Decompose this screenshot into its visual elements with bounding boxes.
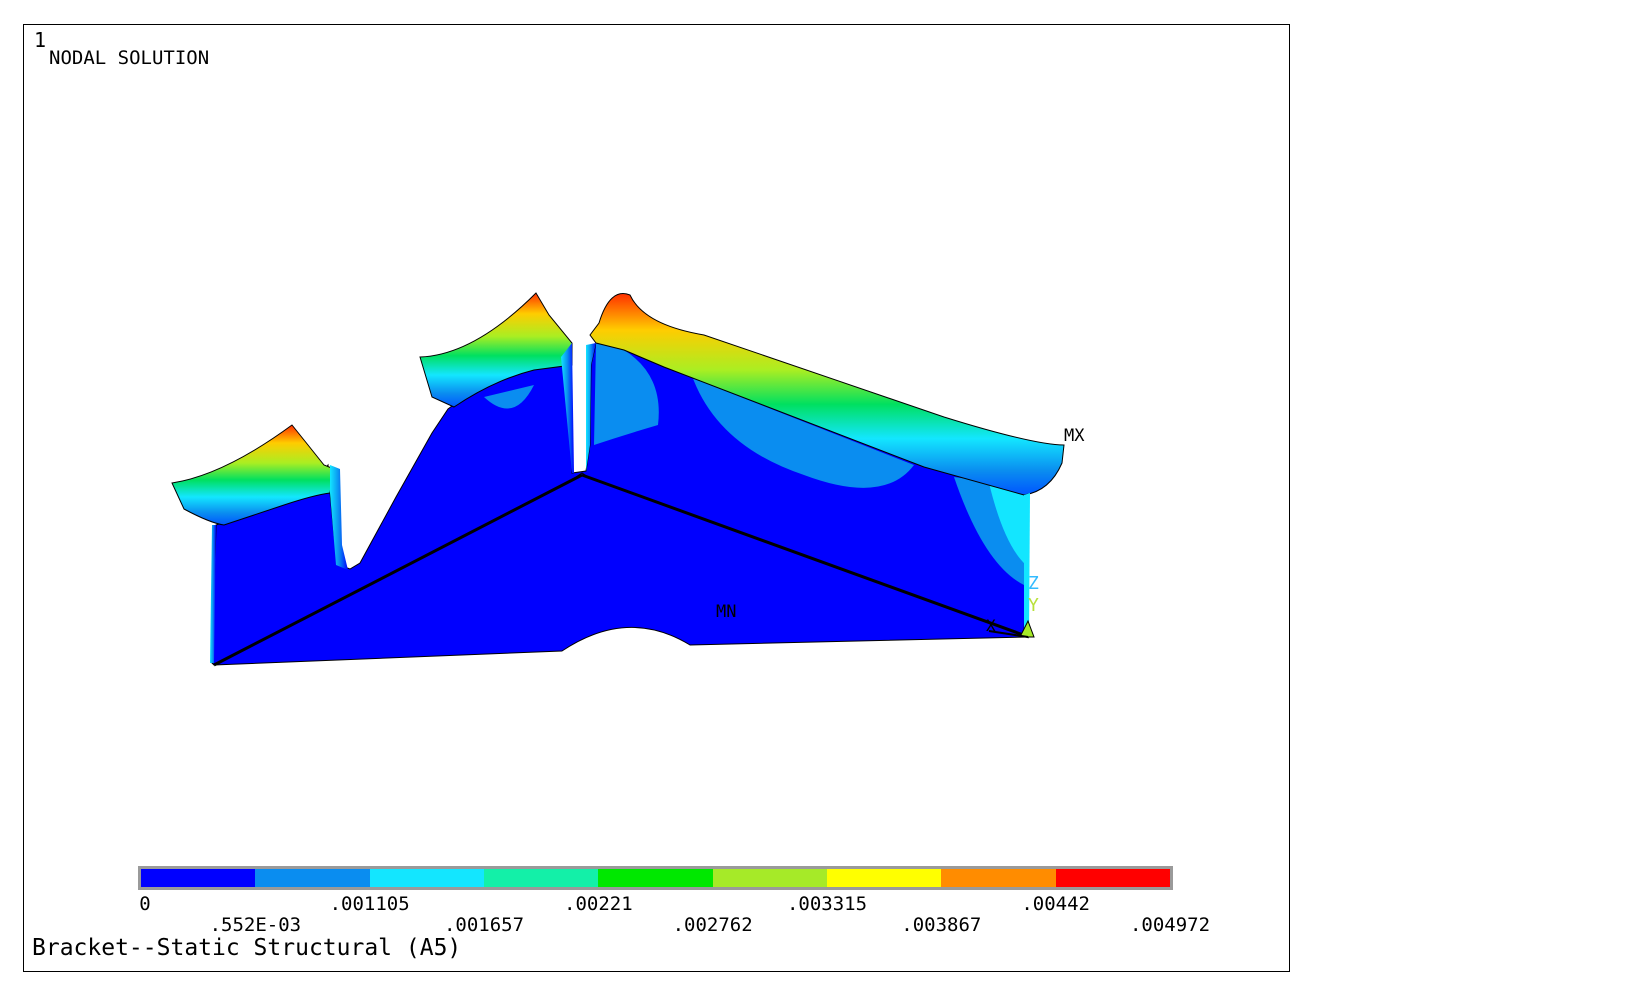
legend-value-lower: .004972 <box>1129 914 1211 936</box>
legend-swatch <box>1055 869 1170 887</box>
triad-x-axis <box>988 630 1029 638</box>
legend-value-lower: .001657 <box>443 914 525 936</box>
legend-swatch <box>255 869 370 887</box>
legend-value-upper: .001105 <box>329 893 410 915</box>
wall-slot-left <box>330 465 348 570</box>
contour-region-e <box>484 385 534 409</box>
contour-legend-bar <box>138 866 1173 890</box>
legend-value-upper: .003315 <box>786 893 868 915</box>
legend-value-upper: 0 <box>139 893 151 915</box>
legend-swatch <box>141 869 256 887</box>
max-label: MX <box>1064 426 1085 446</box>
legend-swatch <box>598 869 713 887</box>
legend-value-upper: .00442 <box>1021 893 1090 915</box>
rib-edge-right <box>581 473 1030 639</box>
legend-value-upper: .00221 <box>564 893 633 915</box>
plot-title: NODAL SOLUTION <box>49 47 210 69</box>
legend-swatch <box>483 869 599 887</box>
legend-swatch <box>712 869 827 887</box>
legend-value-lower: .003867 <box>901 914 982 936</box>
rim-right <box>589 293 1065 496</box>
window-number: 1 <box>34 28 47 52</box>
rib-edge-left <box>213 473 583 667</box>
rim-left <box>171 424 335 526</box>
legend-swatch <box>369 869 484 887</box>
triad-y-label: Y <box>1028 595 1039 616</box>
graphics-window: 1 NODAL SOLUTION <box>23 24 1290 972</box>
wall-right <box>1024 493 1030 637</box>
min-label: MN <box>716 602 736 622</box>
contour-region-b <box>594 343 659 445</box>
wall-gap-right <box>586 343 596 471</box>
triad-z-label: Z <box>1028 573 1039 594</box>
rib-apex <box>575 472 589 478</box>
contour-region-d <box>989 483 1029 565</box>
contour-region-a <box>664 367 914 488</box>
legend-swatch <box>826 869 942 887</box>
footer-title: Bracket--Static Structural (A5) <box>32 935 462 961</box>
legend-value-lower: .002762 <box>672 914 753 936</box>
legend-swatch <box>941 869 1056 887</box>
legend-value-lower: .552E-03 <box>209 914 302 936</box>
wall-left <box>210 525 216 663</box>
triad-x-label: X <box>986 616 996 635</box>
bracket-contour-plot: Z Y X MX MN <box>171 292 1085 667</box>
wall-gap-left <box>561 343 574 473</box>
